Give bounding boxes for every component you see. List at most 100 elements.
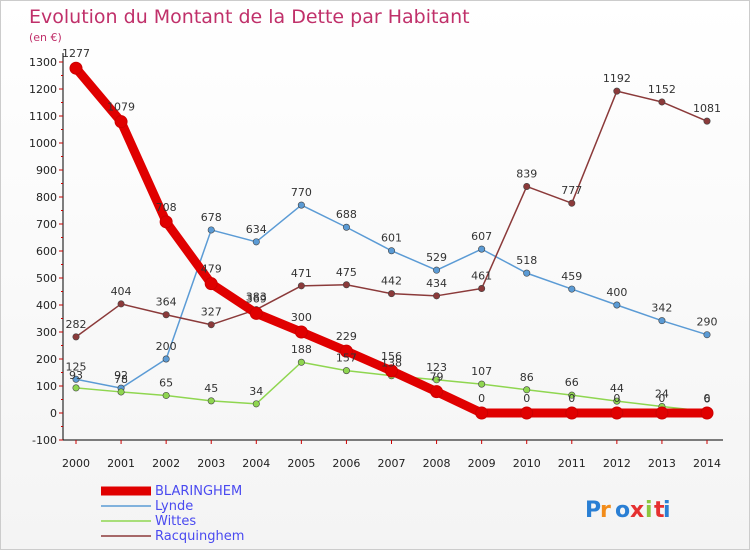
data-label-wittes: 138	[381, 357, 402, 370]
data-point-lynde	[252, 238, 260, 246]
data-label-racquinghem: 434	[426, 277, 447, 290]
data-label-racquinghem: 282	[66, 318, 87, 331]
data-point-blaringhem	[249, 306, 263, 320]
logo-letter: x	[630, 498, 644, 523]
x-tick-label: 2014	[693, 457, 721, 470]
data-point-lynde	[72, 375, 80, 383]
data-point-blaringhem	[204, 277, 218, 291]
data-label-blaringhem: 1277	[62, 47, 90, 60]
series-layer	[69, 61, 714, 420]
y-tick-label: 900	[36, 164, 57, 177]
y-tick-label: -100	[32, 434, 57, 447]
data-label-lynde: 518	[516, 254, 537, 267]
logo-letter: t	[654, 498, 665, 523]
data-point-racquinghem	[568, 199, 576, 207]
data-point-racquinghem	[117, 300, 125, 308]
data-label-wittes: 86	[520, 371, 534, 384]
data-label-wittes: 44	[610, 382, 624, 395]
data-point-racquinghem	[387, 290, 395, 298]
data-point-wittes	[297, 358, 305, 366]
x-tick-label: 2010	[513, 457, 541, 470]
y-tick-label: 400	[36, 299, 57, 312]
data-point-racquinghem	[162, 311, 170, 319]
data-point-racquinghem	[297, 282, 305, 290]
chart-title: Evolution du Montant de la Dette par Hab…	[29, 6, 470, 28]
y-tick-label: 800	[36, 191, 57, 204]
data-label-racquinghem: 404	[111, 285, 132, 298]
data-label-racquinghem: 475	[336, 266, 357, 279]
data-label-wittes: 157	[336, 352, 357, 365]
logo-letter: r	[600, 498, 611, 523]
data-point-racquinghem	[478, 285, 486, 293]
y-tick-label: 600	[36, 245, 57, 258]
data-label-blaringhem: 1079	[107, 101, 135, 114]
data-labels: 1259220067863477068860152960751845940034…	[62, 47, 721, 405]
data-label-wittes: 123	[426, 361, 447, 374]
axes: -100010020030040050060070080090010001100…	[29, 53, 723, 470]
data-point-lynde	[613, 301, 621, 309]
x-tick-label: 2001	[107, 457, 135, 470]
chart-subtitle: (en €)	[29, 31, 62, 44]
data-point-lynde	[297, 201, 305, 209]
data-point-blaringhem	[520, 406, 534, 420]
data-point-racquinghem	[433, 292, 441, 300]
data-label-blaringhem: 0	[704, 392, 711, 405]
data-label-racquinghem: 1192	[603, 72, 631, 85]
data-point-blaringhem	[610, 406, 624, 420]
data-point-racquinghem	[72, 333, 80, 341]
data-point-racquinghem	[207, 321, 215, 329]
data-point-blaringhem	[69, 61, 83, 75]
data-label-lynde: 200	[156, 340, 177, 353]
data-point-lynde	[207, 226, 215, 234]
data-point-wittes	[117, 388, 125, 396]
data-point-wittes	[433, 376, 441, 384]
data-label-lynde: 400	[606, 286, 627, 299]
data-label-blaringhem: 0	[478, 392, 485, 405]
data-label-wittes: 65	[159, 376, 173, 389]
data-label-blaringhem: 0	[613, 392, 620, 405]
data-label-blaringhem: 300	[291, 311, 312, 324]
y-tick-label: 1300	[29, 56, 57, 69]
x-tick-label: 2004	[242, 457, 270, 470]
legend-label-racquinghem: Racquinghem	[155, 529, 244, 544]
data-label-blaringhem: 369	[246, 292, 267, 305]
data-point-wittes	[478, 380, 486, 388]
logo-letter: i	[663, 498, 671, 523]
data-label-wittes: 188	[291, 343, 312, 356]
data-label-racquinghem: 383	[246, 291, 267, 304]
data-point-blaringhem	[385, 364, 398, 378]
x-tick-label: 2013	[648, 457, 676, 470]
data-point-lynde	[433, 266, 441, 274]
data-label-blaringhem: 229	[336, 330, 357, 343]
data-label-blaringhem: 0	[658, 392, 665, 405]
data-label-lynde: 459	[561, 270, 582, 283]
x-tick-label: 2007	[378, 457, 406, 470]
data-point-racquinghem	[613, 87, 621, 95]
y-tick-label: 1100	[29, 110, 57, 123]
data-point-lynde	[658, 317, 666, 325]
data-point-wittes	[252, 400, 260, 408]
data-label-lynde: 342	[651, 302, 672, 315]
data-point-blaringhem	[159, 215, 173, 229]
x-tick-label: 2009	[468, 457, 496, 470]
legend-label-lynde: Lynde	[155, 499, 193, 514]
data-label-racquinghem: 1081	[693, 102, 721, 115]
data-label-racquinghem: 442	[381, 275, 402, 288]
data-label-lynde: 601	[381, 232, 402, 245]
data-label-lynde: 529	[426, 251, 447, 264]
y-tick-label: 300	[36, 326, 57, 339]
data-point-lynde	[387, 247, 395, 255]
data-point-racquinghem	[658, 98, 666, 106]
x-tick-label: 2006	[332, 457, 360, 470]
data-point-wittes	[342, 367, 350, 375]
data-label-wittes: 107	[471, 365, 492, 378]
logo-letter: P	[585, 498, 601, 523]
logo-letter: i	[645, 498, 653, 523]
data-label-blaringhem: 79	[430, 371, 444, 384]
data-label-lynde: 125	[66, 360, 87, 373]
data-label-blaringhem: 0	[523, 392, 530, 405]
data-point-lynde	[568, 285, 576, 293]
x-tick-label: 2008	[423, 457, 451, 470]
y-tick-label: 1200	[29, 83, 57, 96]
